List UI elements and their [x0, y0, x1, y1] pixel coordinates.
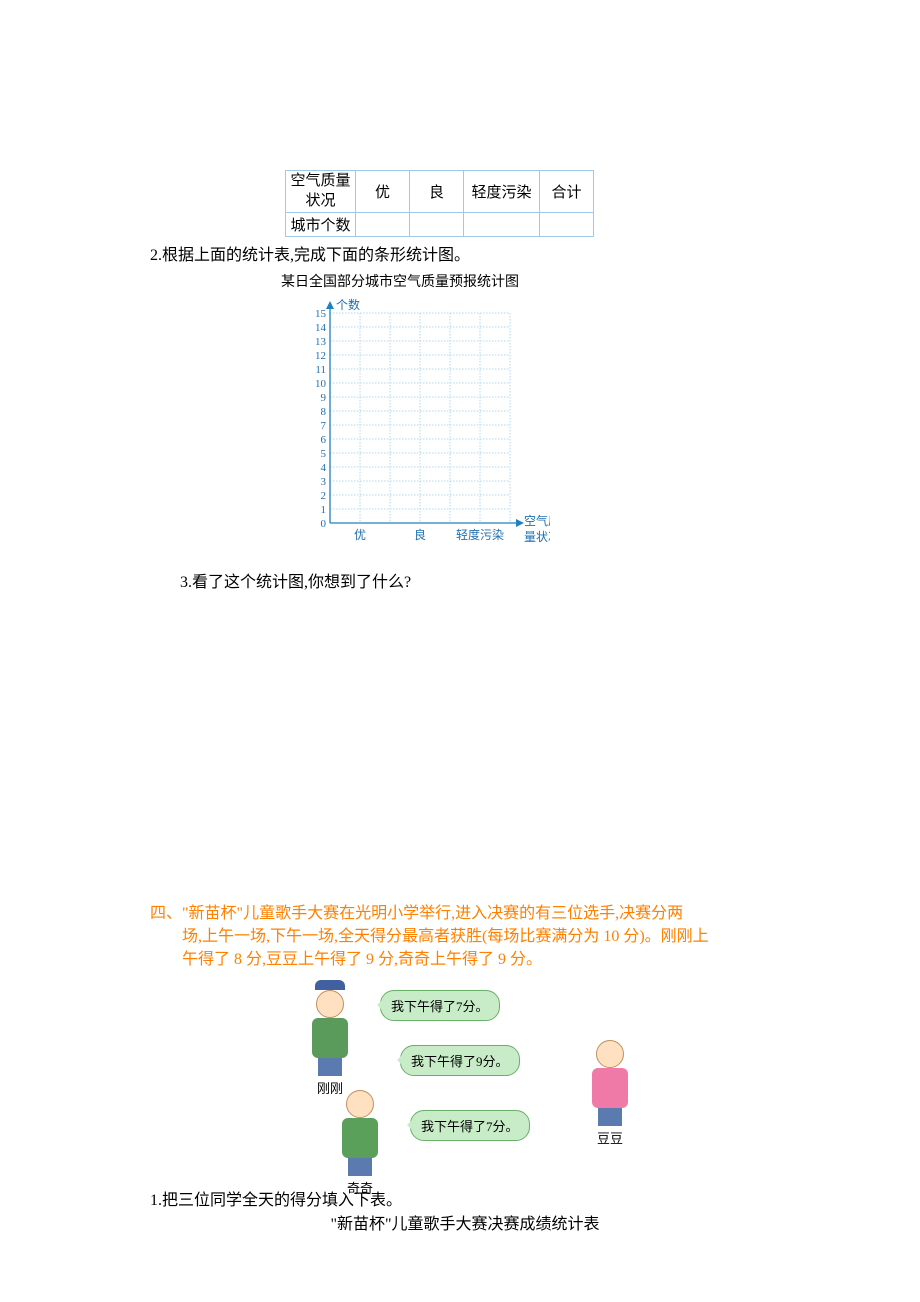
- cartoon-illustration: 刚刚 我下午得了7分。 豆豆 我下午得了9分。 奇奇 我下午得了7分。: [300, 980, 640, 1180]
- col-liang: 良: [410, 171, 464, 213]
- legs-icon: [598, 1108, 622, 1126]
- cell-heji: [540, 213, 594, 237]
- svg-text:2: 2: [321, 490, 327, 502]
- col-qingdu: 轻度污染: [464, 171, 540, 213]
- q3-text: 3.看了这个统计图,你想到了什么?: [180, 568, 820, 592]
- svg-text:3: 3: [321, 476, 327, 488]
- sec4-line3: 午得了 8 分,豆豆上午得了 9 分,奇奇上午得了 9 分。: [182, 948, 820, 971]
- body-icon: [342, 1118, 378, 1158]
- legs-icon: [318, 1058, 342, 1076]
- kid-qiqi: 奇奇: [330, 1090, 390, 1175]
- hdr-text: 空气质量 状况: [290, 172, 350, 211]
- speech-bubble-3: 我下午得了7分。: [410, 1110, 530, 1141]
- chart-svg: 个数1514131211109876543210优良轻度污染空气质量状况: [290, 295, 550, 555]
- svg-text:7: 7: [321, 420, 327, 432]
- svg-text:15: 15: [315, 308, 327, 320]
- kid-doudou: 豆豆: [580, 1040, 640, 1125]
- kid-ganggang: 刚刚: [300, 980, 360, 1065]
- speech-bubble-2: 我下午得了9分。: [400, 1045, 520, 1076]
- body-icon: [592, 1068, 628, 1108]
- svg-text:优: 优: [354, 528, 366, 542]
- head-icon: [316, 990, 344, 1018]
- chart-title: 某日全国部分城市空气质量预报统计图: [250, 271, 550, 291]
- q4-1-subtitle: "新苗杯"儿童歌手大赛决赛成绩统计表: [110, 1210, 820, 1234]
- svg-text:12: 12: [315, 350, 326, 362]
- svg-text:13: 13: [315, 336, 327, 348]
- col-you: 优: [356, 171, 410, 213]
- svg-text:轻度污染: 轻度污染: [456, 527, 504, 542]
- q4-1-text: 1.把三位同学全天的得分填入下表。: [150, 1186, 820, 1210]
- row-label: 城市个数: [286, 213, 356, 237]
- svg-text:10: 10: [315, 378, 327, 390]
- sec4-line1: 四、"新苗杯"儿童歌手大赛在光明小学举行,进入决赛的有三位选手,决赛分两: [150, 902, 820, 925]
- kid-label-qiqi: 奇奇: [330, 1178, 390, 1197]
- legs-icon: [348, 1158, 372, 1176]
- bar-chart-grid: 个数1514131211109876543210优良轻度污染空气质量状况: [290, 295, 820, 560]
- svg-text:4: 4: [321, 462, 327, 474]
- svg-text:空气质: 空气质: [524, 513, 550, 528]
- air-quality-table: 空气质量 状况 优 良 轻度污染 合计 城市个数: [285, 170, 594, 237]
- svg-text:量状况: 量状况: [524, 530, 550, 544]
- svg-text:14: 14: [315, 322, 327, 334]
- col-heji: 合计: [540, 171, 594, 213]
- speech-bubble-1: 我下午得了7分。: [380, 990, 500, 1021]
- svg-text:6: 6: [321, 434, 327, 446]
- svg-text:1: 1: [321, 504, 327, 516]
- svg-text:0: 0: [321, 518, 327, 530]
- table-header-rowlabel: 空气质量 状况: [286, 171, 356, 213]
- head-icon: [346, 1090, 374, 1118]
- sec4-line2: 场,上午一场,下午一场,全天得分最高者获胜(每场比赛满分为 10 分)。刚刚上: [182, 925, 820, 948]
- section-4: 四、"新苗杯"儿童歌手大赛在光明小学举行,进入决赛的有三位选手,决赛分两 场,上…: [150, 902, 820, 972]
- svg-text:良: 良: [414, 527, 426, 542]
- body-icon: [312, 1018, 348, 1058]
- head-icon: [596, 1040, 624, 1068]
- cell-liang: [410, 213, 464, 237]
- cell-you: [356, 213, 410, 237]
- svg-text:11: 11: [315, 364, 326, 376]
- cap-icon: [315, 980, 345, 990]
- svg-text:8: 8: [321, 406, 327, 418]
- svg-text:9: 9: [321, 392, 327, 404]
- kid-label-doudou: 豆豆: [580, 1128, 640, 1147]
- svg-text:5: 5: [321, 448, 327, 460]
- svg-text:个数: 个数: [336, 297, 360, 312]
- cell-qingdu: [464, 213, 540, 237]
- q2-text: 2.根据上面的统计表,完成下面的条形统计图。: [150, 241, 820, 265]
